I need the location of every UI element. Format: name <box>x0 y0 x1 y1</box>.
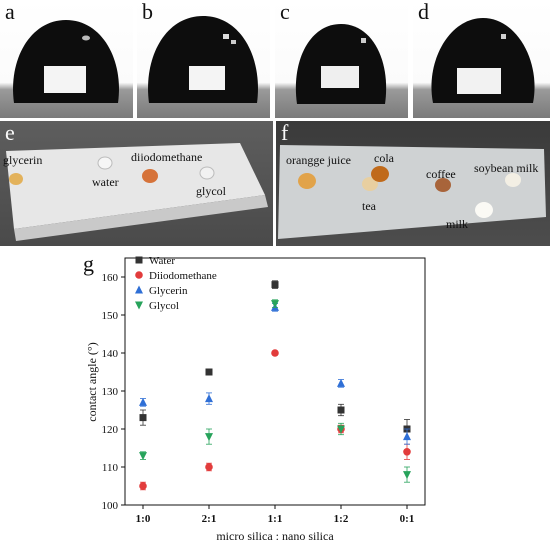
panel-letter-c: c <box>280 0 290 24</box>
label-cola: cola <box>374 151 394 165</box>
panel-letter-a: a <box>5 0 15 24</box>
panel-d-droplet-photo: d <box>413 0 550 118</box>
legend-label-diiodomethane: Diiodomethane <box>149 270 217 282</box>
droplet-d <box>431 18 535 103</box>
glass-slide-e <box>6 143 268 241</box>
legend-label-glycol: Glycol <box>149 300 179 312</box>
legend-marker-diiodomethane <box>135 271 143 279</box>
point-glycol <box>139 452 147 461</box>
droplet-cola <box>371 166 389 182</box>
droplet-tea <box>362 177 378 191</box>
panel-b-droplet-photo: b <box>137 0 270 118</box>
label-glycerin: glycerin <box>3 153 43 167</box>
y-axis-label: contact angle (°) <box>85 342 99 421</box>
y-tick-label: 120 <box>102 424 119 436</box>
legend: Water Diiodomethane Glycerin Glycol <box>135 255 217 312</box>
point-glycol <box>205 433 213 442</box>
point-diiodomethane <box>271 349 279 357</box>
droplet-soybean-milk <box>505 173 521 187</box>
point-water <box>271 281 279 289</box>
point-glycerin <box>205 394 213 403</box>
point-glycol <box>337 425 345 434</box>
droplet-orange-juice <box>298 173 316 189</box>
label-coffee: coffee <box>426 167 456 181</box>
point-diiodomethane <box>403 448 411 456</box>
droplet-water <box>97 156 113 170</box>
panel-letter-e: e <box>5 121 15 145</box>
x-tick-label: 1:0 <box>136 513 151 525</box>
point-diiodomethane <box>139 482 147 490</box>
x-tick-label: 2:1 <box>202 513 217 525</box>
droplet-c <box>295 24 387 104</box>
panel-letter-b: b <box>142 0 153 24</box>
x-axis: 1:0 2:1 1:1 1:2 0:1 <box>136 505 415 525</box>
droplet-coffee <box>435 178 451 192</box>
y-axis: 100 110 120 130 140 150 160 <box>102 272 125 512</box>
legend-marker-glycol <box>135 301 143 310</box>
panel-letter-f: f <box>281 121 289 145</box>
point-glycol <box>271 300 279 309</box>
point-glycerin <box>403 432 411 441</box>
legend-label-water: Water <box>149 255 175 267</box>
label-orange-juice: orangge juice <box>286 153 351 167</box>
droplet-milk <box>475 202 493 218</box>
point-water <box>337 406 345 414</box>
y-tick-label: 140 <box>102 348 119 360</box>
legend-marker-water <box>135 256 143 264</box>
panel-letter-d: d <box>418 0 429 24</box>
x-tick-label: 1:2 <box>334 513 349 525</box>
y-tick-label: 100 <box>102 500 119 512</box>
x-axis-label: micro silica : nano silica <box>216 529 334 543</box>
label-glycol: glycol <box>196 184 226 198</box>
droplet-diiodomethane <box>142 169 158 183</box>
x-tick-label: 1:1 <box>268 513 283 525</box>
label-soybean-milk: soybean milk <box>474 161 539 175</box>
data-points <box>139 280 411 491</box>
droplet-glycol <box>199 166 215 180</box>
panel-f-glass-slide-photo: f orangge juice cola coffee soybean milk… <box>276 121 550 246</box>
panel-c-droplet-photo: c <box>275 0 408 118</box>
glass-slide-f <box>278 145 546 239</box>
x-tick-label: 0:1 <box>400 513 415 525</box>
y-tick-label: 130 <box>102 386 119 398</box>
legend-marker-glycerin <box>135 285 143 294</box>
label-diiodomethane: diiodomethane <box>131 150 203 164</box>
label-milk: milk <box>446 217 469 231</box>
droplet-glycerin <box>9 173 23 185</box>
droplet-a <box>13 20 119 103</box>
point-glycol <box>403 471 411 480</box>
point-water <box>205 368 213 376</box>
panel-g-chart: g 100 110 120 130 140 150 160 1:0 2:1 1:1 1:2 0:1 … <box>0 248 550 544</box>
y-tick-label: 110 <box>102 462 119 474</box>
panel-a-droplet-photo: a <box>0 0 133 118</box>
legend-label-glycerin: Glycerin <box>149 285 188 297</box>
label-tea: tea <box>362 199 376 213</box>
panel-letter-g: g <box>83 251 94 276</box>
label-water: water <box>92 175 119 189</box>
point-glycerin <box>337 378 345 387</box>
point-water <box>139 414 147 422</box>
y-tick-label: 160 <box>102 272 119 284</box>
panel-e-glass-slide-photo: e glycerin water diiodomethane glycol <box>0 121 273 246</box>
point-diiodomethane <box>205 463 213 471</box>
point-glycerin <box>139 397 147 406</box>
droplet-b <box>148 16 258 103</box>
y-tick-label: 150 <box>102 310 119 322</box>
